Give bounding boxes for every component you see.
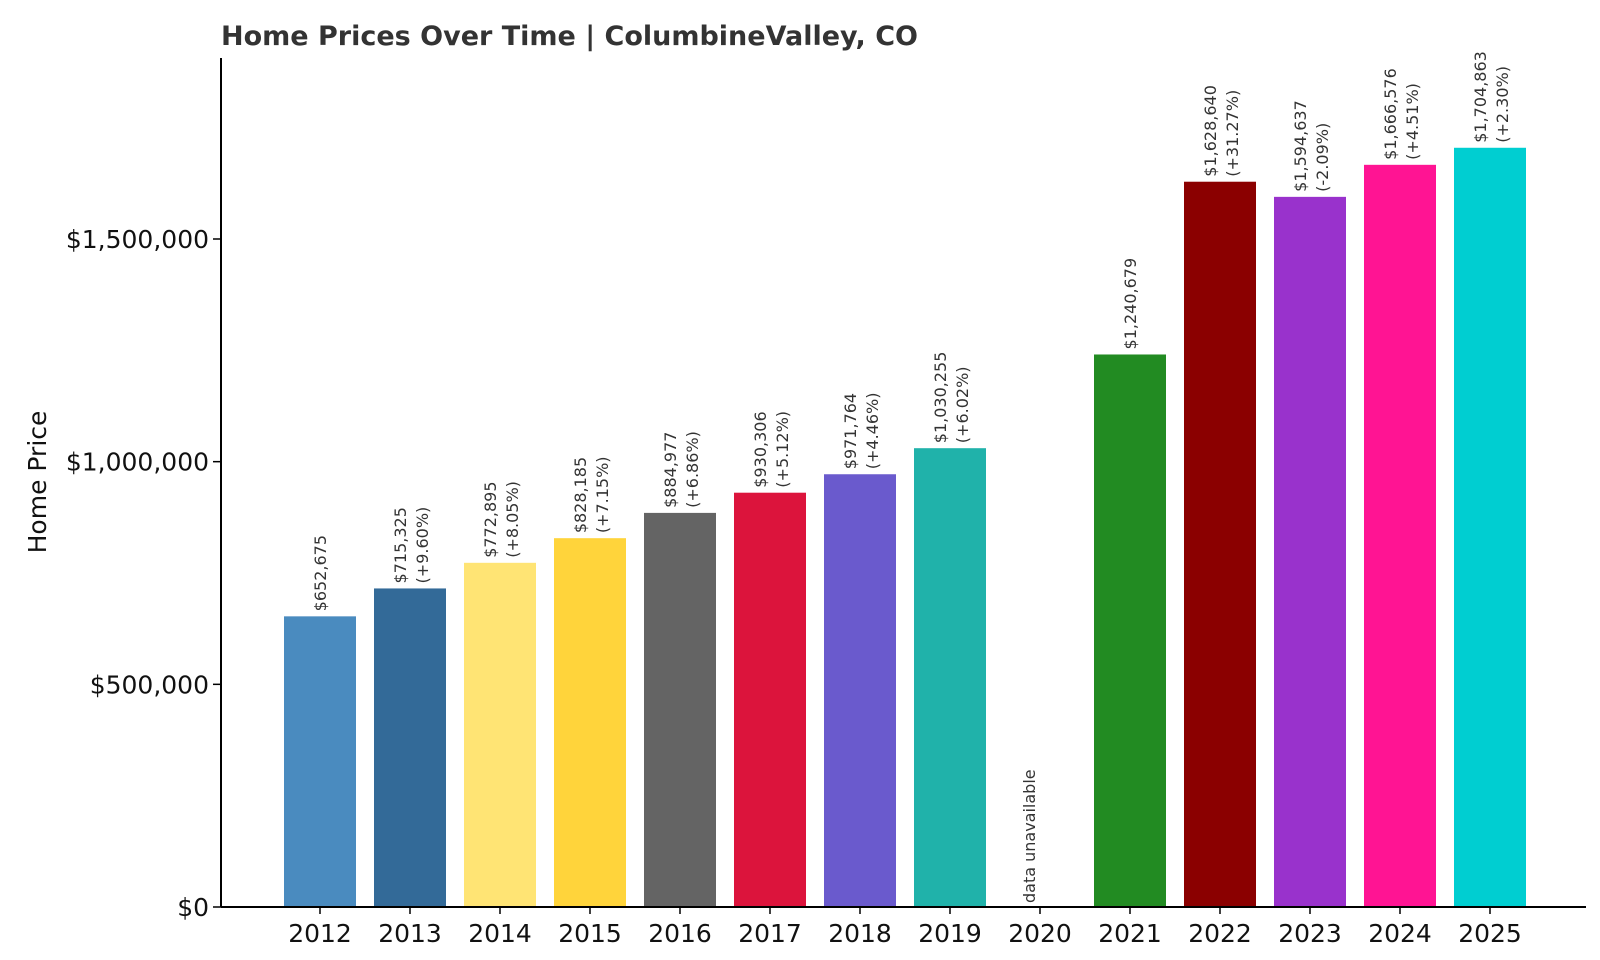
data-label-price: $884,977 [661, 432, 680, 508]
x-tick-label: 2019 [918, 919, 982, 948]
x-axis-tick-labels: 2012 2013 2014 2015 2016 2017 2018 2019 2020 2021… [288, 907, 1522, 948]
x-tick-label: 2014 [468, 919, 532, 948]
bar-2025 [1454, 147, 1526, 907]
x-tick-label: 2013 [378, 919, 442, 948]
data-label-price: $715,325 [391, 507, 410, 583]
bar-2024 [1364, 164, 1436, 907]
data-label-unavailable: data unavailable [1020, 769, 1039, 903]
x-tick-label: 2023 [1278, 919, 1342, 948]
data-label-change: (+6.86%) [683, 431, 702, 508]
bar-2013 [374, 588, 446, 907]
bar-2018 [824, 474, 896, 907]
data-labels: $652,675 $715,325 (+9.60%) $772,895 (+8.05%)… [311, 51, 1512, 903]
data-label-change: (+4.51%) [1403, 83, 1422, 160]
bar-2023 [1274, 196, 1346, 908]
data-label-change: (+9.60%) [413, 507, 432, 584]
data-label-price: $1,628,640 [1201, 85, 1220, 177]
y-axis-ticks: $0 $500,000 $1,000,000 $1,500,000 [66, 225, 221, 922]
bar-2021 [1094, 354, 1166, 908]
x-tick-label: 2024 [1368, 919, 1432, 948]
chart-title: Home Prices Over Time | ColumbineValley,… [221, 21, 918, 52]
bar-2019 [914, 448, 986, 907]
x-tick-label: 2015 [558, 919, 622, 948]
data-label-change: (+2.30%) [1493, 66, 1512, 143]
x-tick-label: 2017 [738, 919, 802, 948]
x-tick-label: 2020 [1008, 919, 1072, 948]
data-label-price: $1,240,679 [1121, 258, 1140, 350]
y-axis-label: Home Price [23, 411, 52, 554]
data-label-price: $772,895 [481, 481, 500, 557]
data-label-change: (-2.09%) [1313, 123, 1332, 192]
y-tick-label: $0 [177, 893, 209, 922]
bar-2016 [644, 512, 716, 907]
data-label-price: $971,764 [841, 393, 860, 469]
y-tick-label: $1,500,000 [66, 225, 209, 254]
data-label-change: (+6.02%) [953, 366, 972, 443]
data-label-price: $1,704,863 [1471, 51, 1490, 143]
data-label-change: (+5.12%) [773, 411, 792, 488]
y-tick-label: $500,000 [90, 670, 209, 699]
data-label-price: $1,666,576 [1381, 68, 1400, 160]
x-tick-label: 2018 [828, 919, 892, 948]
bar-2014 [464, 562, 536, 907]
y-tick-label: $1,000,000 [66, 448, 209, 477]
data-label-change: (+8.05%) [503, 481, 522, 558]
x-tick-label: 2016 [648, 919, 712, 948]
bars [284, 147, 1526, 908]
data-label-change: (+31.27%) [1223, 90, 1242, 177]
x-tick-label: 2012 [288, 919, 352, 948]
bar-2022 [1184, 181, 1256, 907]
bar-2012 [284, 616, 356, 907]
bar-2017 [734, 492, 806, 907]
data-label-price: $930,306 [751, 411, 770, 487]
data-label-change: (+4.46%) [863, 393, 882, 470]
data-label-price: $1,594,637 [1291, 100, 1310, 192]
x-tick-label: 2021 [1098, 919, 1162, 948]
bar-2015 [554, 538, 626, 907]
data-label-change: (+7.15%) [593, 456, 612, 533]
data-label-price: $828,185 [571, 457, 590, 533]
x-tick-label: 2022 [1188, 919, 1252, 948]
data-label-price: $652,675 [311, 535, 330, 611]
data-label-price: $1,030,255 [931, 352, 950, 444]
x-tick-label: 2025 [1458, 919, 1522, 948]
